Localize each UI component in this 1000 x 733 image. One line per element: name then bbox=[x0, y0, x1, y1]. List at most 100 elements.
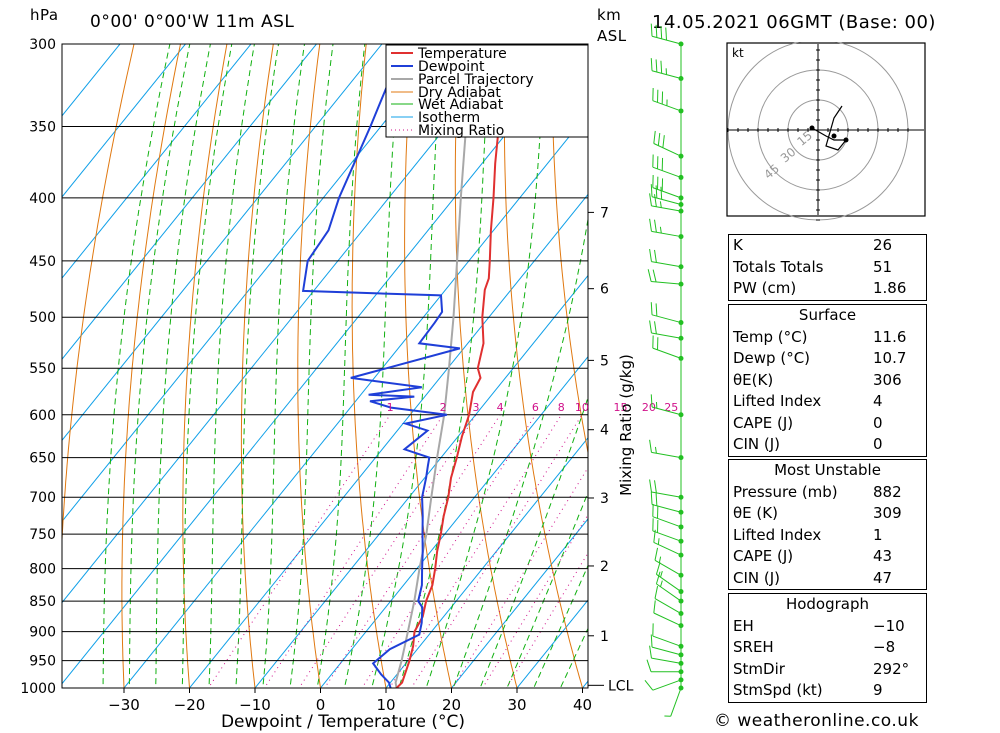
wind-barb-flag bbox=[650, 23, 653, 37]
mixing-ratio-label: 10 bbox=[575, 401, 589, 414]
mixing-ratio-label: 15 bbox=[614, 401, 628, 414]
wet-adiabat-line bbox=[128, 44, 191, 688]
wind-barb-flag bbox=[649, 248, 652, 262]
temperature-tick-label: −10 bbox=[239, 696, 271, 714]
storm-motion-marker bbox=[831, 133, 837, 139]
mixing-ratio-line bbox=[207, 414, 391, 688]
wind-barb-flag bbox=[654, 480, 657, 493]
km-tick-label: 1 bbox=[600, 629, 609, 645]
mixing-ratio-label: 1 bbox=[387, 401, 394, 414]
wind-barb-flag bbox=[655, 24, 658, 38]
hodo-eh-row: EH −10 bbox=[733, 616, 905, 635]
wind-barb-half-flag bbox=[660, 580, 663, 587]
wind-barb bbox=[654, 586, 684, 617]
isotherm-line bbox=[627, 7, 720, 714]
wind-barb bbox=[650, 184, 684, 208]
hodo-stmdir-row: StmDir 292° bbox=[733, 659, 910, 678]
isotherm-line bbox=[0, 7, 19, 714]
wind-barb bbox=[644, 677, 684, 691]
indices-table: K 26 Totals Totals 51 PW (cm) 1.86 bbox=[728, 234, 927, 301]
mixing-ratio-line bbox=[481, 513, 588, 688]
wind-barb-staff bbox=[651, 646, 682, 656]
mixing-ratio-line bbox=[451, 466, 588, 688]
wind-barb bbox=[650, 23, 684, 47]
mu-li-row: Lifted Index 1 bbox=[733, 525, 883, 544]
wind-barb-half-flag bbox=[658, 556, 662, 563]
mixing-ratio-axis-title: Mixing Ratio (g/kg) bbox=[617, 354, 635, 496]
wind-barb-half-flag bbox=[654, 446, 657, 454]
pressure-tick-label: 900 bbox=[29, 625, 56, 641]
hodo-sreh-row: SREH −8 bbox=[733, 638, 896, 656]
surface-cape-row: CAPE (J) 0 bbox=[733, 413, 883, 432]
surface-li-row: Lifted Index 4 bbox=[733, 392, 883, 410]
dry-adiabat-line bbox=[62, 44, 135, 549]
wind-barb bbox=[653, 130, 684, 159]
wind-barb-flag bbox=[650, 58, 653, 71]
parcel-trajectory-line bbox=[394, 44, 475, 688]
wind-barb-flag bbox=[649, 479, 652, 493]
wind-barb-flag bbox=[662, 135, 665, 148]
wind-barb-flag bbox=[655, 59, 658, 73]
pressure-tick-label: 550 bbox=[29, 361, 56, 377]
temperature-tick-label: −30 bbox=[108, 696, 140, 714]
plot-frame bbox=[61, 43, 589, 689]
pressure-tick-label: 800 bbox=[29, 562, 56, 578]
mu-theta-row: θE (K) 309 bbox=[733, 504, 902, 522]
wind-barb-flag bbox=[654, 194, 657, 207]
temperature-tick-label: 10 bbox=[376, 696, 395, 714]
pressure-tick-label: 850 bbox=[29, 594, 56, 610]
legend-dewpoint: Dewpoint bbox=[418, 59, 485, 75]
wind-barb-flag bbox=[660, 26, 663, 39]
pressure-axis-labels: 300 350 400 450 500 550 600 650 700 750 800 850 900 9… bbox=[20, 37, 56, 697]
lcl-label: LCL bbox=[608, 678, 634, 694]
pressure-tick-label: 500 bbox=[29, 310, 56, 326]
wind-barb-staff bbox=[653, 612, 682, 627]
pressure-tick-label: 300 bbox=[29, 37, 56, 53]
wind-barb-flag bbox=[650, 634, 653, 648]
km-tick-label: 6 bbox=[600, 282, 609, 298]
surface-table: Surface Temp (°C) 11.6 Dewp (°C) 10.7 θE(K… bbox=[728, 304, 927, 457]
skew-t-chart: 1 2 3 4 6 8 10 15 20 25 3003504004505005506006507… bbox=[0, 7, 720, 732]
dry-adiabat-line bbox=[240, 44, 274, 688]
temperature-tick-label: 20 bbox=[442, 696, 461, 714]
pressure-tick-label: 1000 bbox=[20, 681, 56, 697]
surface-dewp-row: Dewp (°C) 10.7 bbox=[733, 349, 907, 367]
wind-barb-flag bbox=[644, 679, 654, 691]
wind-barb bbox=[653, 600, 684, 629]
dry-adiabat-line bbox=[454, 44, 518, 688]
temperature-line bbox=[395, 44, 514, 688]
wet-adiabat-line bbox=[155, 44, 211, 688]
wind-barb-flag bbox=[654, 249, 657, 263]
wind-barb-flag bbox=[657, 132, 661, 146]
wind-barb bbox=[649, 193, 684, 214]
wet-adiabat-line bbox=[262, 44, 306, 688]
isotherm-line bbox=[450, 518, 588, 688]
mu-cin-row: CIN (J) 47 bbox=[733, 568, 893, 587]
isotherm-line bbox=[385, 437, 588, 688]
credit-link[interactable]: © weatheronline.co.uk bbox=[714, 711, 919, 731]
wet-adiabat-line bbox=[371, 44, 443, 688]
hodograph-table: Hodograph EH −10 SREH −8 StmDir 292° StmSpd… bbox=[728, 593, 927, 703]
sounding-profiles bbox=[301, 44, 514, 688]
isobar-lines bbox=[62, 43, 588, 689]
mixing-ratio-label: 25 bbox=[664, 401, 678, 414]
isotherm-line bbox=[62, 44, 187, 198]
wind-barb-flag bbox=[654, 321, 657, 334]
wind-barb-flag bbox=[652, 269, 657, 283]
wet-adiabat-line bbox=[479, 396, 588, 688]
wind-barb bbox=[649, 320, 684, 341]
wind-barb-half-flag bbox=[657, 538, 660, 545]
wind-barb-flag bbox=[646, 659, 652, 672]
dry-adiabat-line bbox=[351, 44, 387, 688]
dry-adiabat-line bbox=[182, 44, 228, 688]
isotherm-line bbox=[254, 274, 588, 688]
index-row-totals: Totals Totals 51 bbox=[733, 257, 893, 276]
wind-barb-flag bbox=[660, 186, 663, 200]
wind-barb bbox=[655, 571, 684, 604]
hodograph-start-marker bbox=[809, 125, 815, 131]
wind-barb-half-flag bbox=[659, 201, 662, 208]
wind-barb bbox=[646, 659, 684, 675]
wind-barb-flag bbox=[649, 439, 652, 453]
pressure-tick-label: 950 bbox=[29, 654, 56, 670]
hodograph-unit: kt bbox=[732, 46, 744, 60]
